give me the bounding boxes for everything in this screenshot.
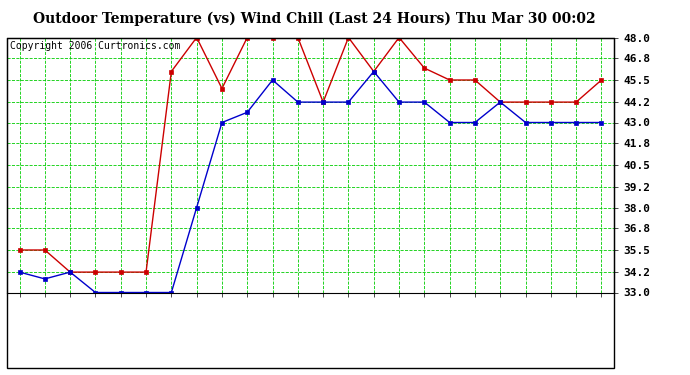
Text: 05:00: 05:00 [116,310,126,339]
Text: 07:00: 07:00 [166,310,177,339]
Text: 15:00: 15:00 [368,310,379,339]
Text: 12:00: 12:00 [293,310,303,339]
Text: 06:00: 06:00 [141,310,151,339]
Text: 23:00: 23:00 [571,310,581,339]
Text: 20:00: 20:00 [495,310,505,339]
Text: 08:00: 08:00 [192,310,201,339]
Text: 16:00: 16:00 [394,310,404,339]
Text: Outdoor Temperature (vs) Wind Chill (Last 24 Hours) Thu Mar 30 00:02: Outdoor Temperature (vs) Wind Chill (Las… [32,11,595,26]
Text: 02:00: 02:00 [40,310,50,339]
Text: 17:00: 17:00 [420,310,429,339]
Text: 10:00: 10:00 [242,310,253,339]
Text: 13:00: 13:00 [318,310,328,339]
Text: Copyright 2006 Curtronics.com: Copyright 2006 Curtronics.com [10,41,180,51]
Text: 01:00: 01:00 [14,310,25,339]
Text: 03:00: 03:00 [65,310,75,339]
Text: 14:00: 14:00 [344,310,353,339]
Text: 09:00: 09:00 [217,310,227,339]
Text: 19:00: 19:00 [470,310,480,339]
Text: 18:00: 18:00 [444,310,455,339]
Text: 21:00: 21:00 [520,310,531,339]
Text: 04:00: 04:00 [90,310,101,339]
Text: 22:00: 22:00 [546,310,556,339]
Text: 00:00: 00:00 [596,310,607,339]
Text: 11:00: 11:00 [268,310,277,339]
